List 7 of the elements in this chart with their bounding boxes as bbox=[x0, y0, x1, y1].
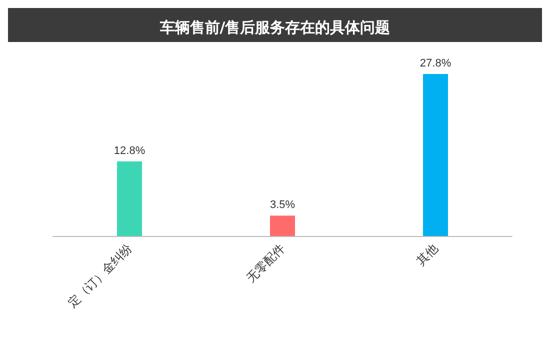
x-tick-label: 无零配件 bbox=[244, 241, 288, 285]
data-label: 27.8% bbox=[420, 58, 452, 70]
x-tick-label: 其他 bbox=[414, 241, 440, 268]
data-label: 12.8% bbox=[114, 144, 146, 157]
chart-title: 车辆售前/售后服务存在的具体问题 bbox=[158, 18, 390, 36]
x-tick-label: 定（订）金纠纷 bbox=[65, 241, 134, 310]
data-label: 3.5% bbox=[270, 199, 296, 212]
